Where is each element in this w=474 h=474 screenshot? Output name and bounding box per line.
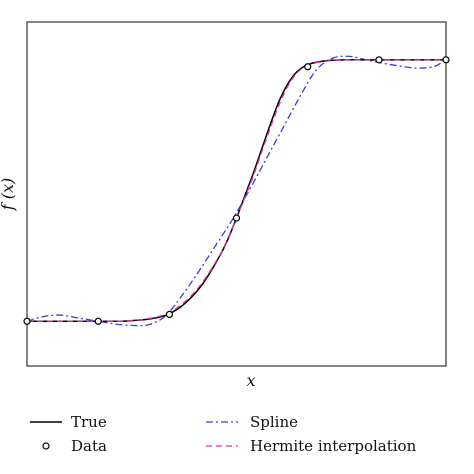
series-line-spline xyxy=(26,55,447,327)
data-markers xyxy=(23,56,450,325)
legend-label-hermite: Hermite interpolation xyxy=(250,437,417,455)
legend-label-true: True xyxy=(71,413,107,431)
legend-item-hermite: Hermite interpolation xyxy=(206,437,417,455)
legend-swatch-data xyxy=(42,442,50,450)
x-axis-label: x xyxy=(246,371,255,390)
series-layer xyxy=(26,55,447,327)
data-point xyxy=(375,56,383,64)
legend-item-spline: Spline xyxy=(206,413,298,431)
series-line-hermite-interpolation xyxy=(27,59,446,322)
legend-label-spline: Spline xyxy=(250,413,298,431)
series-line-true xyxy=(27,59,446,323)
plot-frame xyxy=(26,21,447,367)
legend-item-data: Data xyxy=(42,437,107,455)
legend: True Data Spline Hermite interpolation xyxy=(30,413,417,455)
data-point xyxy=(304,63,312,71)
data-point xyxy=(442,56,450,64)
data-point xyxy=(165,310,174,318)
data-point xyxy=(94,317,102,325)
legend-item-true: True xyxy=(30,413,107,431)
data-point xyxy=(232,214,241,222)
legend-label-data: Data xyxy=(71,437,107,455)
y-axis-label: f (x) xyxy=(0,178,17,212)
data-point xyxy=(23,317,31,325)
